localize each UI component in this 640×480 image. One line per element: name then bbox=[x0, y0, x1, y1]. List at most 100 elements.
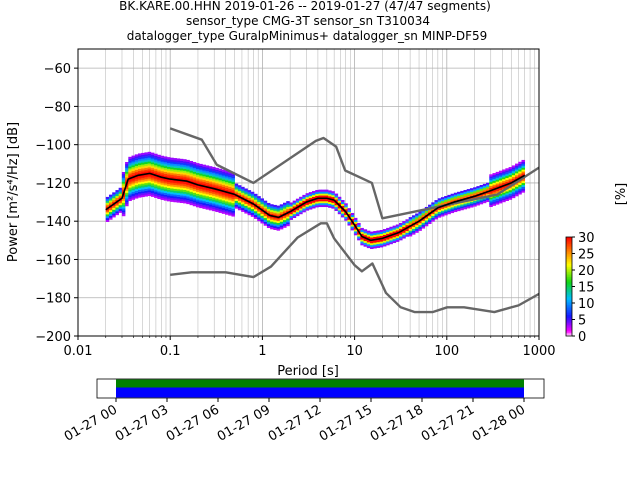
psd-cell bbox=[505, 179, 509, 182]
psd-cell bbox=[411, 224, 416, 227]
psd-cell bbox=[115, 205, 119, 208]
psd-cell bbox=[157, 189, 161, 192]
psd-cell bbox=[408, 219, 413, 222]
psd-cell bbox=[208, 194, 213, 197]
psd-cell bbox=[502, 169, 506, 172]
psd-cell bbox=[237, 204, 242, 207]
psd-cell bbox=[231, 210, 235, 213]
psd-cell bbox=[444, 209, 448, 212]
psd-cell bbox=[518, 163, 522, 166]
psd-cell bbox=[137, 180, 142, 183]
psd-cell bbox=[208, 175, 213, 178]
psd-cell bbox=[131, 174, 136, 177]
psd-cell bbox=[376, 232, 380, 235]
psd-cell bbox=[144, 152, 148, 155]
psd-cell bbox=[224, 172, 229, 175]
psd-cell bbox=[128, 175, 132, 179]
psd-cell bbox=[176, 177, 181, 180]
psd-cell bbox=[308, 197, 313, 200]
psd-cell bbox=[157, 160, 161, 163]
psd-cell bbox=[450, 199, 455, 202]
psd-cell bbox=[131, 193, 136, 196]
psd-cell bbox=[498, 172, 503, 175]
psd-cell bbox=[254, 211, 258, 214]
psd-cell bbox=[428, 216, 432, 219]
psd-cell bbox=[195, 170, 200, 173]
psd-cell bbox=[144, 182, 148, 186]
psd-cell bbox=[141, 191, 145, 194]
psd-cell bbox=[179, 187, 184, 190]
colorbar-label: [%] bbox=[614, 183, 629, 206]
psd-cell bbox=[257, 215, 261, 218]
psd-cell bbox=[192, 173, 197, 176]
psd-cell bbox=[473, 192, 477, 196]
psd-cell bbox=[279, 225, 284, 228]
psd-cell bbox=[192, 162, 197, 165]
psd-cell bbox=[125, 186, 129, 189]
psd-cell bbox=[154, 178, 158, 181]
psd-cell bbox=[128, 166, 132, 169]
psd-cell bbox=[263, 210, 268, 213]
psd-cell bbox=[150, 177, 155, 180]
psd-cell bbox=[150, 158, 155, 161]
psd-cell bbox=[418, 224, 422, 228]
psd-cell bbox=[299, 200, 303, 203]
psd-cell bbox=[218, 170, 223, 173]
psd-cell bbox=[476, 186, 480, 189]
psd-cell bbox=[199, 171, 203, 174]
psd-cell bbox=[144, 192, 148, 195]
psd-cell bbox=[224, 187, 229, 190]
psd-cell bbox=[228, 173, 232, 176]
psd-cell bbox=[492, 192, 497, 195]
psd-cell bbox=[418, 213, 422, 216]
psd-cell bbox=[434, 201, 439, 205]
psd-cell bbox=[157, 162, 161, 165]
psd-cell bbox=[173, 167, 177, 170]
psd-cell bbox=[498, 170, 503, 173]
psd-cell bbox=[192, 194, 197, 197]
psd-cell bbox=[115, 197, 119, 200]
psd-cell bbox=[173, 181, 177, 184]
psd-cell bbox=[270, 204, 274, 207]
psd-cell bbox=[373, 234, 377, 237]
psd-cell bbox=[125, 179, 129, 182]
psd-cell bbox=[283, 206, 287, 209]
psd-cell bbox=[273, 212, 277, 215]
psd-cell bbox=[154, 186, 158, 189]
psd-cell bbox=[424, 222, 429, 225]
psd-cell bbox=[347, 219, 351, 222]
psd-cell bbox=[183, 199, 187, 202]
psd-cell bbox=[498, 184, 503, 187]
psd-cell bbox=[154, 190, 158, 193]
psd-cell bbox=[125, 204, 129, 207]
psd-cell bbox=[234, 196, 239, 200]
psd-cell bbox=[141, 175, 145, 178]
psd-cell bbox=[344, 209, 348, 212]
psd-cell bbox=[373, 236, 377, 239]
psd-cell bbox=[428, 210, 432, 213]
psd-cell bbox=[199, 205, 203, 209]
colorbar-segment bbox=[566, 288, 572, 291]
psd-cell bbox=[318, 193, 322, 196]
psd-cell bbox=[421, 213, 426, 216]
psd-cell bbox=[163, 190, 168, 194]
psd-cell bbox=[254, 193, 258, 196]
psd-cell bbox=[189, 183, 194, 187]
psd-cell bbox=[176, 162, 181, 165]
psd-cell bbox=[440, 206, 445, 209]
psd-cell bbox=[415, 215, 419, 218]
psd-cell bbox=[234, 193, 239, 196]
psd-cell bbox=[341, 201, 345, 205]
psd-cell bbox=[212, 205, 216, 208]
psd-cell bbox=[212, 180, 216, 183]
psd-cell bbox=[431, 202, 435, 205]
psd-cell bbox=[521, 188, 526, 191]
psd-cell bbox=[170, 165, 174, 168]
psd-cell bbox=[334, 205, 339, 208]
psd-cell bbox=[163, 171, 168, 174]
psd-cell bbox=[331, 206, 335, 209]
psd-cell bbox=[160, 184, 165, 187]
psd-cell bbox=[260, 202, 264, 205]
psd-cell bbox=[228, 202, 232, 205]
psd-cell bbox=[179, 198, 184, 202]
